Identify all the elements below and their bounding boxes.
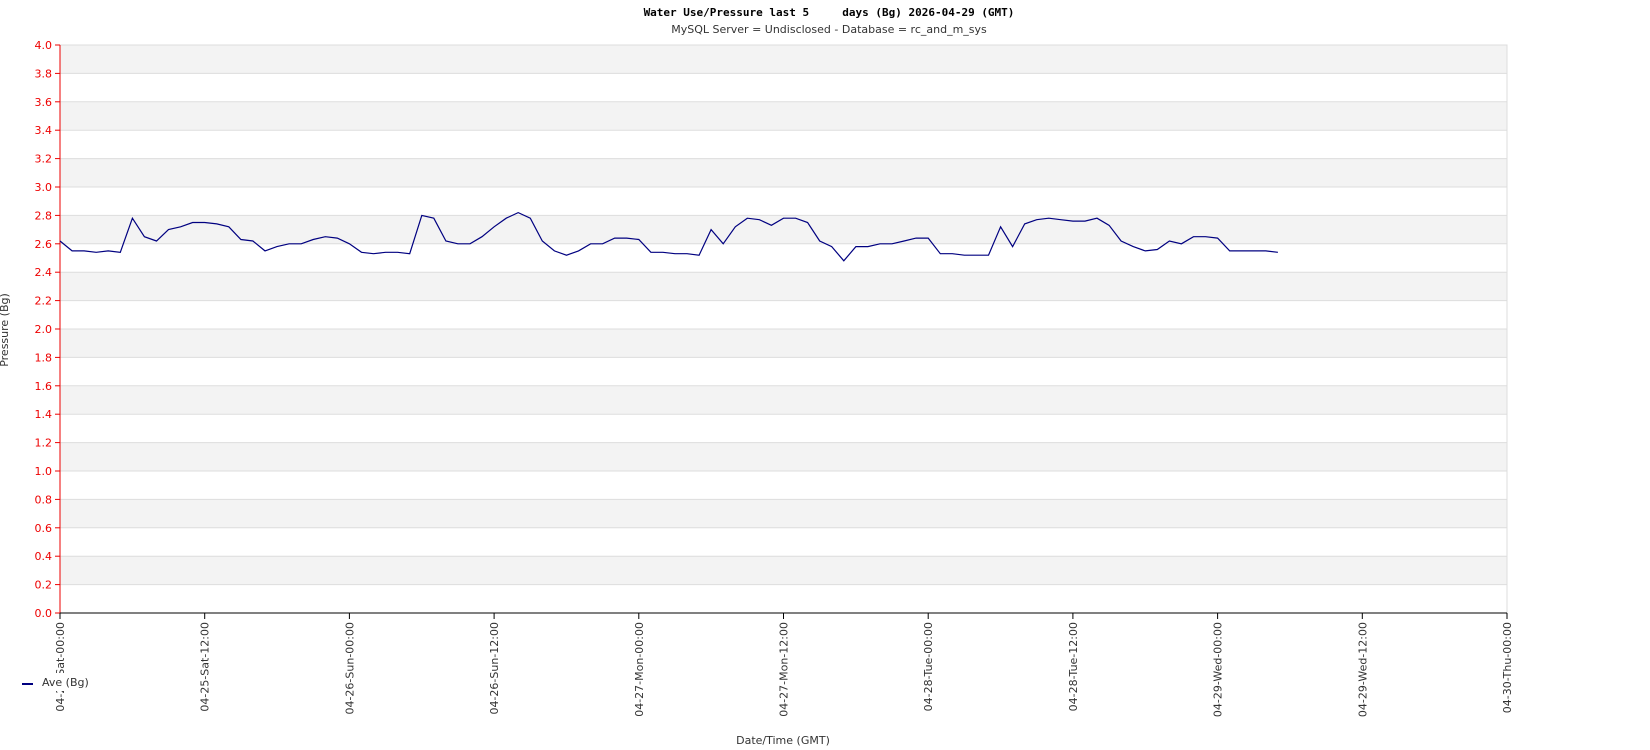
data-line (59, 211, 1278, 262)
grid-band (60, 414, 1507, 443)
y-tick-label: 0.4 (35, 550, 53, 563)
x-tick-label: 04-27-Mon-12:00 (778, 622, 791, 717)
y-tick-label: 3.8 (35, 67, 53, 80)
grid-band (60, 471, 1507, 500)
y-tick-label: 2.2 (35, 295, 53, 308)
legend-bg (18, 673, 108, 691)
x-tick-label: 04-26-Sun-12:00 (488, 622, 501, 715)
y-tick-label: 3.4 (35, 124, 53, 137)
chart-title: Water Use/Pressure last 5 days (Bg) 2026… (644, 6, 1015, 19)
grid-band (60, 300, 1507, 329)
x-tick-label: 04-25-Sat-00:00 (54, 622, 67, 712)
grid-band (60, 357, 1507, 386)
grid-band (60, 556, 1507, 585)
grid-band (60, 187, 1507, 216)
x-axis-label: Date/Time (GMT) (736, 734, 830, 747)
grid-band (60, 329, 1507, 358)
y-tick-label: 2.4 (35, 266, 53, 279)
x-tick-label: 04-25-Sat-12:00 (199, 622, 212, 712)
x-tick-label: 04-27-Mon-00:00 (633, 622, 646, 717)
grid-band (60, 130, 1507, 159)
grid-band (60, 73, 1507, 102)
grid-band (60, 499, 1507, 528)
y-tick-label: 4.0 (35, 39, 53, 52)
grid-band (60, 442, 1507, 471)
y-tick-label: 1.8 (35, 351, 53, 364)
y-tick-label: 1.6 (35, 380, 53, 393)
y-tick-label: 0.0 (35, 607, 53, 620)
y-tick-label: 0.6 (35, 522, 53, 535)
y-tick-label: 3.2 (35, 153, 53, 166)
x-tick-label: 04-28-Tue-00:00 (922, 622, 935, 711)
y-tick-label: 3.6 (35, 96, 53, 109)
y-tick-label: 2.6 (35, 238, 53, 251)
y-tick-label: 2.0 (35, 323, 53, 336)
y-tick-label: 1.4 (35, 408, 53, 421)
y-tick-label: 0.2 (35, 579, 53, 592)
y-tick-label: 3.0 (35, 181, 53, 194)
grid-band (60, 158, 1507, 187)
x-tick-label: 04-29-Wed-12:00 (1356, 622, 1369, 717)
y-tick-label: 1.2 (35, 437, 53, 450)
grid-band (60, 243, 1507, 273)
grid-band (60, 385, 1507, 415)
grid-band (60, 45, 1507, 74)
y-tick-label: 1.0 (35, 465, 53, 478)
x-tick-label: 04-28-Tue-12:00 (1067, 622, 1080, 711)
grid-band (60, 215, 1507, 244)
grid-band (60, 527, 1507, 557)
grid-band (60, 584, 1507, 613)
grid-band (60, 272, 1507, 301)
x-tick-label: 04-30-Thu-00:00 (1501, 622, 1514, 713)
y-axis-label: Pressure (Bg) (0, 293, 11, 367)
y-tick-label: 2.8 (35, 209, 53, 222)
legend-label: Ave (Bg) (42, 676, 89, 689)
grid-band (60, 101, 1507, 131)
y-tick-label: 0.8 (35, 493, 53, 506)
chart-subtitle: MySQL Server = Undisclosed - Database = … (671, 23, 987, 36)
x-tick-label: 04-29-Wed-00:00 (1212, 622, 1225, 717)
x-tick-label: 04-26-Sun-00:00 (343, 622, 356, 715)
